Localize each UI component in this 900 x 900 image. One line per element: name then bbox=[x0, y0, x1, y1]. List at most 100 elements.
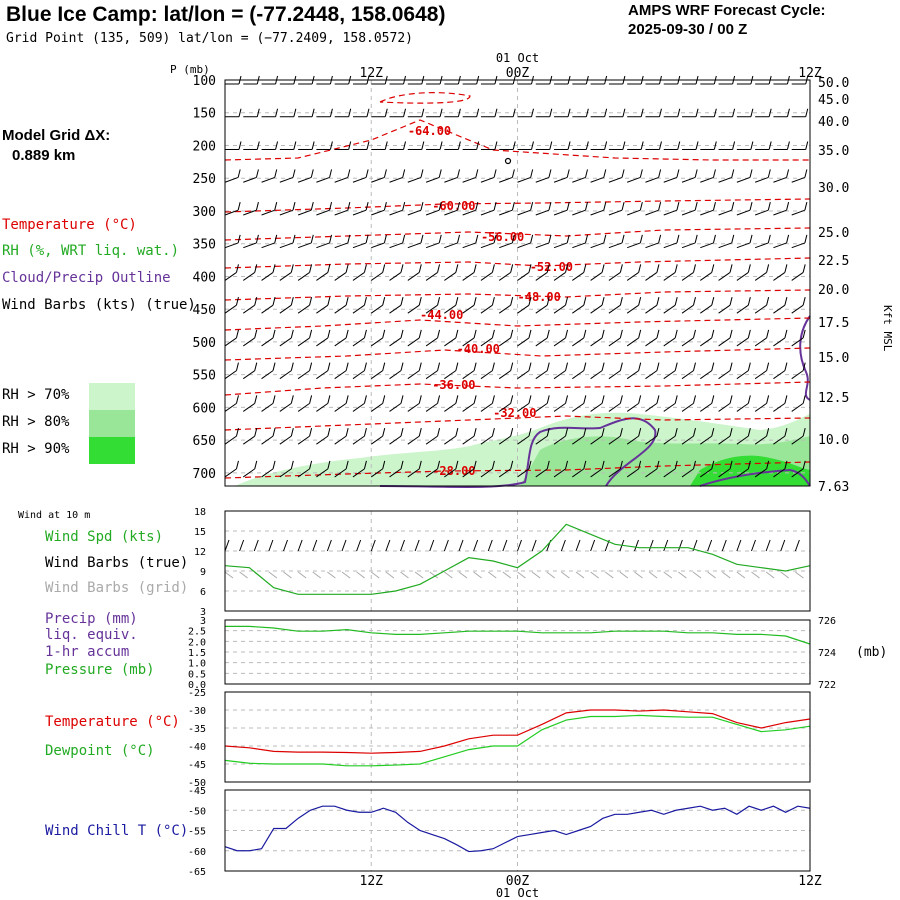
panel-tick-label: 3 bbox=[200, 607, 206, 618]
wind-barb bbox=[791, 202, 808, 216]
wind-barb bbox=[681, 202, 698, 216]
wind-barb bbox=[389, 264, 404, 281]
wind-barb bbox=[425, 234, 442, 249]
wind-barb bbox=[279, 362, 294, 380]
wind-barb bbox=[754, 362, 770, 380]
surface-wind-barb-grid bbox=[400, 571, 409, 579]
top-tick-12z: 12Z bbox=[360, 66, 384, 81]
wind-barb bbox=[462, 264, 477, 281]
height-tick-label: 45.0 bbox=[818, 93, 849, 108]
legend-wind-speed: Wind Spd (kts) bbox=[45, 529, 164, 545]
wind-barb bbox=[626, 428, 642, 445]
wind-barb bbox=[572, 460, 587, 478]
wind-barb bbox=[773, 297, 788, 314]
wind-barb bbox=[425, 202, 442, 216]
panel-tick-label: -30 bbox=[188, 706, 206, 717]
wind-barb bbox=[224, 329, 239, 347]
wind-barb bbox=[370, 362, 386, 380]
wind-barb bbox=[572, 297, 587, 314]
wind-barb bbox=[645, 395, 660, 412]
surface-wind-barb-grid bbox=[297, 571, 307, 579]
wind-barb bbox=[645, 264, 660, 281]
wind-barb bbox=[553, 264, 569, 281]
wind-barb bbox=[572, 169, 588, 183]
wind-barb bbox=[297, 202, 314, 216]
surface-wind-barb-grid bbox=[429, 571, 439, 579]
wind-barb bbox=[297, 169, 314, 183]
wind-barb bbox=[224, 362, 239, 380]
wind-barb bbox=[627, 234, 643, 249]
wind-barb bbox=[700, 362, 715, 380]
wind-barb bbox=[681, 264, 696, 281]
wind-barb bbox=[754, 329, 770, 347]
wind-barb bbox=[444, 141, 461, 150]
wind-barb bbox=[480, 202, 497, 216]
pressure-tick-label: 100 bbox=[193, 74, 216, 89]
wind-barb bbox=[297, 297, 313, 314]
wind-barb bbox=[700, 108, 717, 118]
surface-wind-barb-grid bbox=[239, 571, 248, 579]
bottom-tick-00z: 00Z bbox=[506, 874, 530, 889]
height-tick-label: 20.0 bbox=[818, 283, 849, 298]
surface-wind-barb-true bbox=[721, 539, 727, 552]
panel-tick-label: -35 bbox=[188, 724, 206, 735]
wind-barb bbox=[389, 202, 406, 216]
wind-barb bbox=[243, 141, 260, 150]
surface-wind-barb-true bbox=[531, 539, 537, 552]
pressure-right-tick: 724 bbox=[818, 648, 836, 659]
wind-barb bbox=[444, 395, 459, 412]
wind-barb bbox=[425, 169, 442, 183]
wind-barb bbox=[279, 428, 294, 445]
wind-barb bbox=[773, 169, 790, 183]
wind-barb bbox=[608, 202, 625, 216]
wind-barb bbox=[590, 108, 608, 118]
surface-wind-barb-true bbox=[283, 539, 288, 552]
surface-wind-barb-true bbox=[443, 539, 449, 552]
calm-wind-marker bbox=[504, 157, 512, 165]
surface-wind-barb-true bbox=[473, 539, 479, 552]
height-tick-label: 30.0 bbox=[818, 181, 849, 196]
wind-barb bbox=[590, 234, 607, 249]
wind-barb bbox=[371, 234, 387, 249]
wind-barb bbox=[297, 428, 313, 445]
wind-barb bbox=[426, 141, 443, 150]
panel-tick-label: -50 bbox=[188, 778, 206, 789]
wind-barb bbox=[224, 264, 239, 281]
wind-barb bbox=[425, 264, 441, 281]
wind-barb bbox=[426, 108, 443, 118]
wind-barb bbox=[681, 460, 696, 478]
wind-barb bbox=[316, 297, 331, 314]
surface-wind-barb-grid bbox=[370, 571, 380, 579]
wind-barb bbox=[370, 297, 386, 314]
wind-barb bbox=[608, 169, 625, 183]
bottom-date-label: 01 Oct bbox=[496, 886, 539, 900]
wind-barb bbox=[370, 264, 386, 281]
surface-wind-barb-true bbox=[487, 539, 493, 552]
wind-barb bbox=[645, 362, 660, 380]
wind-barb bbox=[535, 108, 553, 118]
panel-tick-label: 1.0 bbox=[188, 659, 206, 670]
height-tick-label: 12.5 bbox=[818, 391, 849, 406]
wind-barb bbox=[225, 108, 242, 118]
wind-barb bbox=[261, 428, 276, 445]
surface-wind-barb-grid bbox=[795, 571, 804, 579]
surface-wind-barb-true bbox=[239, 539, 245, 552]
cross-section-frame bbox=[224, 79, 811, 487]
wind-barb bbox=[352, 329, 367, 347]
wind-barb bbox=[462, 362, 477, 380]
wind-barb bbox=[261, 169, 278, 183]
wind-barb bbox=[736, 108, 754, 118]
wind-barb bbox=[626, 395, 642, 412]
wind-barb bbox=[791, 395, 806, 412]
wind-barb bbox=[242, 428, 258, 445]
wind-barb bbox=[224, 395, 239, 412]
page-title: Blue Ice Camp: lat/lon = (-77.2448, 158.… bbox=[6, 3, 446, 26]
surface-wind-barb-true bbox=[648, 539, 654, 552]
wind-barb bbox=[700, 329, 715, 347]
wind-barb bbox=[517, 202, 534, 216]
wind-barb bbox=[736, 329, 751, 347]
wind-barb bbox=[554, 108, 571, 118]
wind-barb bbox=[352, 234, 369, 249]
wind-barb bbox=[498, 428, 514, 445]
wind-barb bbox=[224, 297, 239, 314]
